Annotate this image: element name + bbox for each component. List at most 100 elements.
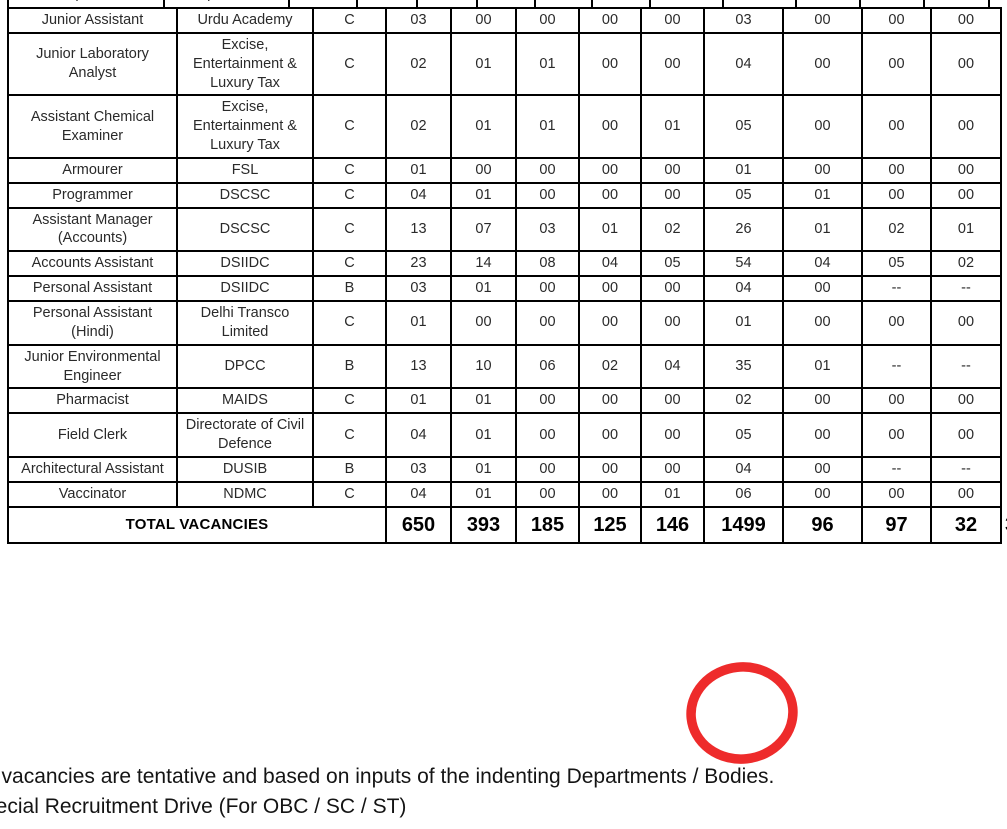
vacancy-count-cell: 00 [640,7,705,34]
vacancy-count-cell: 04 [782,250,863,278]
table-row: Vaccinator NDMC C 04 01 00 00 01 06 00 00 00 [7,480,1002,508]
post-name-cell: Assistant Chemical Examiner [7,94,178,159]
post-name-cell: Field Clerk [7,412,178,458]
group-cell: C [312,387,387,415]
vacancy-count-cell: 00 [578,412,642,458]
table-row: Pharmacist MAIDS C 01 01 00 00 00 02 00 00 00 [7,387,1002,415]
total-count-cell: 393 [450,505,517,544]
row-total-cell: 03 [703,7,784,34]
vacancy-count-cell: 01 [640,480,705,508]
vacancy-count-cell: 00 [578,480,642,508]
grand-total-cell: 1499 [703,505,784,544]
vacancy-count-cell: 00 [640,387,705,415]
group-cell: C [312,412,387,458]
total-count-cell: 185 [515,505,580,544]
post-name-cell: Accounts Assistant [7,250,178,278]
table-row: Field Clerk Directorate of Civil Defence C… [7,412,1002,458]
vacancy-count-cell: 02 [930,250,1002,278]
vacancy-count-cell: 00 [782,156,863,184]
vacancy-count-cell: 01 [450,387,517,415]
vacancy-count-cell: 03 [515,206,580,253]
group-cell: C [312,299,387,346]
vacancy-count-cell: 02 [861,206,932,253]
vacancy-count-cell: 02 [385,94,452,159]
vacancy-count-cell: 00 [861,387,932,415]
clipped-cell-7 [797,0,861,9]
row-total-cell: 02 [703,387,784,415]
table-row: Junior Environmental Engineer DPCC B 13 10 06… [7,343,1002,390]
vacancy-count-cell: 00 [640,455,705,483]
department-cell: DSIIDC [176,275,314,302]
post-name-cell: Armourer [7,156,178,184]
vacancy-count-cell: 00 [450,7,517,34]
department-cell: Delhi Transco Limited [176,299,314,346]
total-count-cell: 650 [385,505,452,544]
post-name-cell: Assistant Manager (Accounts) [7,206,178,253]
vacancy-count-cell: 00 [930,31,1002,97]
total-count-cell: 125 [578,505,642,544]
row-total-cell: 04 [703,275,784,302]
vacancy-count-cell: 03 [385,7,452,34]
department-cell: FSL [176,156,314,184]
clipped-cell-5 [593,0,652,9]
vacancy-count-cell: 00 [578,31,642,97]
department-cell: Urdu Academy [176,7,314,34]
department-cell: Excise, Entertainment & Luxury Tax [176,94,314,159]
row-total-cell: 35 [703,343,784,390]
department-cell: NDMC [176,480,314,508]
table-row: Personal Assistant DSIIDC B 03 01 00 00 00 04 00-… [7,275,1002,302]
department-cell: Directorate of Civil Defence [176,412,314,458]
vacancy-count-cell: 00 [782,299,863,346]
vacancy-count-cell: -- [861,343,932,390]
vacancy-count-cell: 01 [515,94,580,159]
vacancy-count-cell: 00 [578,94,642,159]
vacancy-count-cell: 00 [782,387,863,415]
department-cell: Excise, Entertainment & Luxury Tax [176,31,314,97]
clipped-total-cell [651,0,725,9]
vacancy-count-cell: 00 [578,181,642,209]
vacancy-count-cell: 00 [640,156,705,184]
group-cell: C [312,480,387,508]
vacancy-count-cell: 04 [578,250,642,278]
table-row: Programmer DSCSC C 04 01 00 00 00 05 01 00 00 [7,181,1002,209]
note-line-1: e vacancies are tentative and based on i… [0,765,775,788]
vacancy-count-cell: 00 [861,299,932,346]
vacancy-count-cell: 01 [782,343,863,390]
vacancy-count-cell: 01 [515,31,580,97]
group-cell: C [312,206,387,253]
vacancy-count-cell: 13 [385,206,452,253]
vacancy-count-cell: 00 [578,299,642,346]
vacancy-count-cell: 00 [640,299,705,346]
vacancy-count-cell: 00 [515,412,580,458]
vacancy-count-cell: 04 [385,181,452,209]
vacancy-count-cell: 00 [578,275,642,302]
note-line-2: pecial Recruitment Drive (For OBC / SC /… [0,794,407,818]
vacancy-count-cell: 01 [450,31,517,97]
vacancy-count-cell: 00 [515,299,580,346]
vacancy-count-cell: 00 [930,7,1002,34]
vacancy-count-cell: -- [930,343,1002,390]
post-name-cell: Programmer [7,181,178,209]
clipped-cell-8 [861,0,926,9]
total-count-cell: 97 [861,505,932,544]
table-row: Personal Assistant (Hindi) Delhi Transco … [7,299,1002,346]
total-vacancies-row: TOTAL VACANCIES 650 393 185 125 146 1499 96 97 32… [7,505,1007,544]
vacancy-count-cell: 10 [450,343,517,390]
post-name-cell: Architectural Assistant [7,455,178,483]
group-cell: B [312,343,387,390]
vacancy-count-cell: 00 [515,275,580,302]
vacancy-count-cell: -- [861,455,932,483]
vacancy-count-cell: 00 [782,480,863,508]
row-total-cell: 05 [703,181,784,209]
vacancy-count-cell: 00 [782,412,863,458]
vacancy-count-cell: 00 [578,156,642,184]
table-row: Architectural Assistant DUSIB B 03 01 00 00 00 0… [7,455,1002,483]
clipped-cell-3 [478,0,536,9]
group-cell: C [312,156,387,184]
vacancy-count-cell: 01 [930,206,1002,253]
vacancy-count-cell: 00 [930,387,1002,415]
vacancy-count-cell: 06 [515,343,580,390]
vacancy-count-cell: 05 [640,250,705,278]
vacancy-count-cell: 13 [385,343,452,390]
vacancy-count-cell: 04 [385,480,452,508]
